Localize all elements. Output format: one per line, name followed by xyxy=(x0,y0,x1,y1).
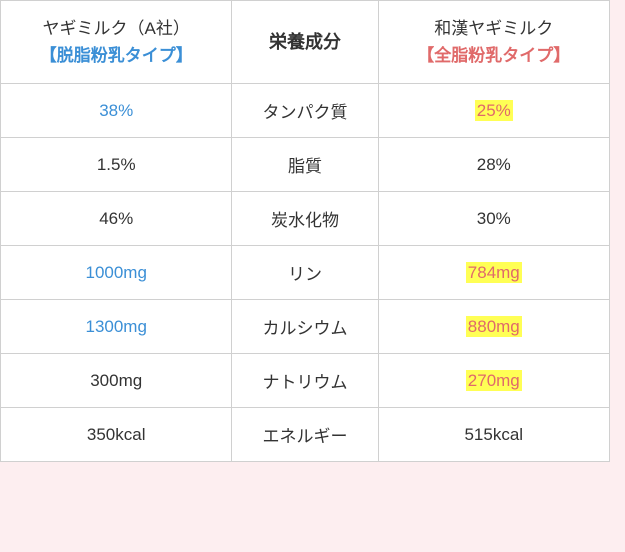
nutrient-label: リン xyxy=(232,246,378,300)
header-left-subtype: 【脱脂粉乳タイプ】 xyxy=(40,46,193,65)
value-left: 350kcal xyxy=(1,408,232,462)
table-row: 38%タンパク質25% xyxy=(1,84,610,138)
comparison-table-wrapper: ヤギミルク（A社） 【脱脂粉乳タイプ】 栄養成分 和漢ヤギミルク 【全脂粉乳タイ… xyxy=(0,0,610,462)
nutrient-label: カルシウム xyxy=(232,300,378,354)
nutrient-label: ナトリウム xyxy=(232,354,378,408)
value-left: 46% xyxy=(1,192,232,246)
value-right: 270mg xyxy=(378,354,609,408)
header-right-title: 和漢ヤギミルク xyxy=(434,19,553,38)
table-row: 350kcalエネルギー515kcal xyxy=(1,408,610,462)
nutrient-label: エネルギー xyxy=(232,408,378,462)
value-right: 784mg xyxy=(378,246,609,300)
nutrition-comparison-table: ヤギミルク（A社） 【脱脂粉乳タイプ】 栄養成分 和漢ヤギミルク 【全脂粉乳タイ… xyxy=(0,0,610,462)
value-left: 300mg xyxy=(1,354,232,408)
header-left-title: ヤギミルク（A社） xyxy=(43,19,190,38)
nutrient-label: 炭水化物 xyxy=(232,192,378,246)
table-row: 46%炭水化物30% xyxy=(1,192,610,246)
nutrient-label: タンパク質 xyxy=(232,84,378,138)
header-middle: 栄養成分 xyxy=(232,1,378,84)
value-left: 38% xyxy=(1,84,232,138)
value-right: 25% xyxy=(378,84,609,138)
header-right: 和漢ヤギミルク 【全脂粉乳タイプ】 xyxy=(378,1,609,84)
value-right: 880mg xyxy=(378,300,609,354)
value-right: 28% xyxy=(378,138,609,192)
value-left: 1.5% xyxy=(1,138,232,192)
table-body: 38%タンパク質25%1.5%脂質28%46%炭水化物30%1000mgリン78… xyxy=(1,84,610,462)
value-right: 515kcal xyxy=(378,408,609,462)
header-left: ヤギミルク（A社） 【脱脂粉乳タイプ】 xyxy=(1,1,232,84)
table-row: 1300mgカルシウム880mg xyxy=(1,300,610,354)
header-right-subtype: 【全脂粉乳タイプ】 xyxy=(417,46,570,65)
nutrient-label: 脂質 xyxy=(232,138,378,192)
value-left: 1300mg xyxy=(1,300,232,354)
table-row: 1000mgリン784mg xyxy=(1,246,610,300)
value-left: 1000mg xyxy=(1,246,232,300)
table-row: 1.5%脂質28% xyxy=(1,138,610,192)
header-row: ヤギミルク（A社） 【脱脂粉乳タイプ】 栄養成分 和漢ヤギミルク 【全脂粉乳タイ… xyxy=(1,1,610,84)
table-row: 300mgナトリウム270mg xyxy=(1,354,610,408)
value-right: 30% xyxy=(378,192,609,246)
